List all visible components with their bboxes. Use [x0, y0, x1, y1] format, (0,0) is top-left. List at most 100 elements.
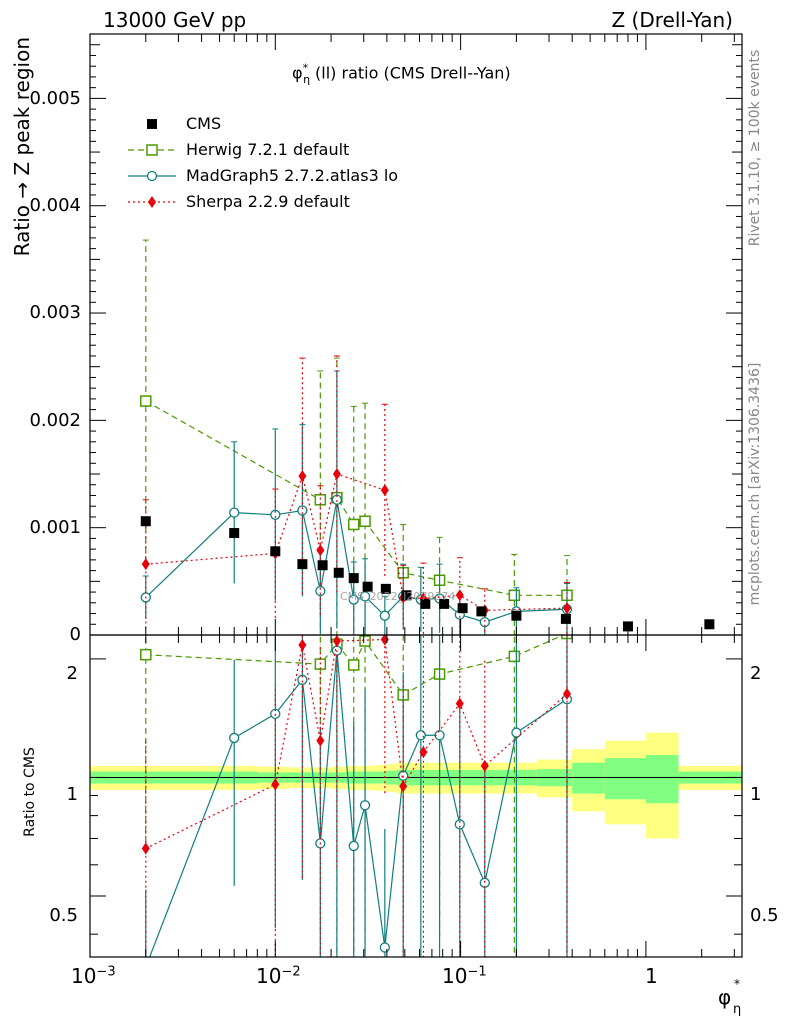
- ratio-tick-label-left-1: 1: [66, 784, 78, 805]
- ratio-line-sherpa: [145, 638, 568, 850]
- y-tick-label-4: 0.004: [29, 195, 81, 216]
- ratio-point-herwig: [140, 648, 152, 661]
- title-star: *: [302, 62, 309, 75]
- x-tick-label-2: 10−1: [442, 964, 487, 988]
- data-point-herwig: [140, 395, 152, 407]
- data-point-sherpa: [332, 468, 341, 481]
- data-point-madgraph: [297, 505, 308, 516]
- ratio-frame: [89, 634, 743, 958]
- ratio-point-sherpa: [141, 842, 150, 855]
- legend-marker-sherpa: [148, 196, 156, 208]
- data-point-cms: [511, 610, 522, 621]
- xlabel-phi: φ: [718, 985, 732, 1009]
- legend-label-sherpa: Sherpa 2.2.9 default: [186, 192, 350, 211]
- ratio-point-sherpa: [419, 746, 428, 759]
- data-point-herwig: [314, 494, 327, 506]
- x-axis-label: φ * η: [718, 977, 741, 1017]
- data-point-cms: [348, 573, 359, 584]
- ratio-point-sherpa: [399, 780, 408, 793]
- ratio-band-inner: [604, 758, 646, 800]
- legend-marker-cms: [147, 119, 157, 129]
- data-point-cms: [140, 516, 151, 527]
- ratio-point-madgraph: [511, 727, 522, 738]
- data-point-cms: [457, 603, 468, 614]
- ratio-point-sherpa: [480, 759, 489, 772]
- data-point-madgraph: [229, 507, 240, 518]
- y-tick-label-1: 0.001: [29, 517, 81, 538]
- title-eta: η: [303, 72, 311, 86]
- data-point-cms: [401, 590, 412, 601]
- main-panel-content: [140, 239, 715, 635]
- data-point-cms: [439, 598, 450, 609]
- title-phi: φ: [292, 63, 303, 83]
- data-point-madgraph: [359, 591, 371, 602]
- ratio-tick-label-right-0: 0.5: [750, 905, 779, 926]
- header-energy: 13000 GeV pp: [103, 8, 247, 32]
- ratio-point-madgraph: [297, 674, 308, 685]
- legend-label-madgraph: MadGraph5 2.7.2.atlas3 lo: [186, 166, 399, 185]
- y-axis-label: Ratio → Z peak region: [10, 37, 34, 257]
- ratio-point-herwig: [347, 659, 360, 671]
- data-point-cms: [380, 583, 391, 594]
- data-point-cms: [297, 559, 308, 570]
- series-line-herwig: [145, 400, 567, 596]
- data-point-sherpa: [141, 558, 150, 571]
- ratio-point-madgraph: [454, 819, 465, 830]
- legend-markers: [128, 119, 176, 208]
- mcplots-label: mcplots.cern.ch [arXiv:1306.3436]: [747, 362, 763, 606]
- ratio-tick-label-left-0: 0.5: [49, 905, 78, 926]
- data-point-cms: [362, 581, 373, 592]
- ratio-point-madgraph: [359, 800, 371, 811]
- ratio-point-madgraph: [348, 840, 359, 852]
- x-tick-label-3: 1: [645, 964, 658, 988]
- data-point-madgraph: [348, 594, 359, 605]
- ratio-axis-label: Ratio to CMS: [22, 747, 38, 837]
- ratio-panel-content: [90, 635, 742, 957]
- ratio-point-sherpa: [271, 778, 280, 791]
- data-point-sherpa: [316, 544, 325, 557]
- plot-title: φ*η (ll) ratio (CMS Drell--Yan): [292, 62, 511, 86]
- ratio-point-herwig: [508, 650, 521, 663]
- ratio-band-inner: [645, 755, 679, 804]
- data-point-cms: [333, 567, 344, 578]
- series-line-madgraph: [145, 499, 568, 623]
- ratio-point-sherpa: [298, 638, 307, 651]
- data-point-sherpa: [455, 589, 464, 602]
- data-point-sherpa: [562, 602, 571, 615]
- data-point-cms: [622, 621, 633, 632]
- data-point-herwig: [347, 518, 360, 531]
- data-point-cms: [270, 546, 281, 557]
- data-point-cms: [229, 528, 240, 539]
- ratio-point-madgraph: [379, 942, 390, 953]
- legend-marker-herwig: [146, 144, 158, 156]
- ratio-point-sherpa: [332, 635, 341, 648]
- ratio-band-inner: [572, 762, 605, 794]
- legend-label-cms: CMS: [186, 114, 222, 133]
- data-point-sherpa: [298, 470, 307, 483]
- data-point-cms: [704, 619, 715, 630]
- ratio-line-madgraph: [149, 650, 568, 957]
- ratio-tick-label-right-1: 1: [750, 784, 762, 805]
- data-point-cms: [476, 606, 487, 617]
- data-point-cms: [317, 560, 328, 571]
- y-tick-label-2: 0.002: [29, 410, 81, 431]
- data-point-cms: [560, 613, 571, 624]
- data-point-madgraph: [270, 509, 281, 520]
- y-tick-label-3: 0.003: [29, 302, 81, 323]
- y-tick-label-0: 0: [69, 624, 81, 645]
- ratio-point-madgraph: [434, 730, 445, 741]
- data-point-cms: [420, 598, 431, 609]
- title-rest: (ll) ratio (CMS Drell--Yan): [315, 63, 511, 83]
- y-tick-label-5: 0.005: [29, 88, 81, 109]
- ratio-point-madgraph: [229, 732, 240, 744]
- rivet-version-label: Rivet 3.1.10, ≥ 100k events: [747, 49, 763, 247]
- data-point-sherpa: [380, 484, 389, 497]
- header-process: Z (Drell-Yan): [611, 8, 733, 32]
- x-tick-label-0: 10−3: [71, 964, 116, 988]
- ratio-point-sherpa: [316, 734, 325, 747]
- ratio-tick-label-left-2: 2: [66, 663, 78, 684]
- ratio-tick-label-right-2: 2: [750, 663, 762, 684]
- xlabel-eta: η: [733, 1002, 742, 1017]
- data-point-herwig: [359, 515, 371, 527]
